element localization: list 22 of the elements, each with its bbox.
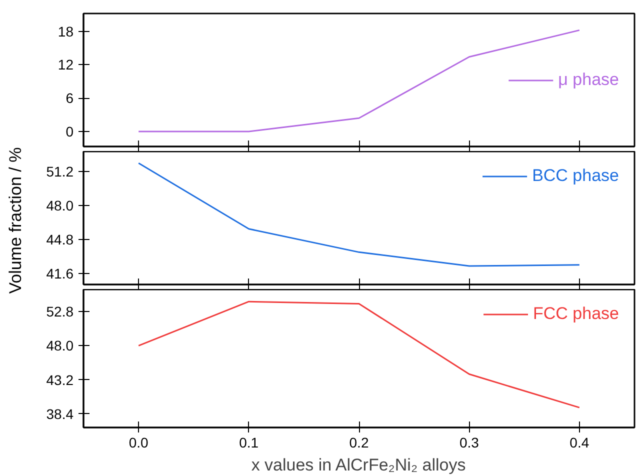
x-tick-label: 0.1 xyxy=(239,434,259,450)
y-tick-label: 48.0 xyxy=(46,198,74,214)
y-tick-label: 0 xyxy=(66,123,74,140)
x-tick-label: 0.3 xyxy=(459,434,480,450)
y-tick-label: 18 xyxy=(58,23,74,40)
y-tick-label: 12 xyxy=(58,56,74,73)
y-tick-label: 52.8 xyxy=(46,304,74,320)
legend-label: μ phase xyxy=(558,70,619,90)
y-tick-label: 48.0 xyxy=(46,338,74,354)
y-tick-label: 43.2 xyxy=(46,372,74,388)
x-tick-label: 0.2 xyxy=(349,434,369,450)
y-axis-title: Volume fraction / % xyxy=(6,147,25,294)
legend-label: BCC phase xyxy=(532,166,619,186)
x-axis-title: x values in AlCrFe₂Ni₂ alloys xyxy=(251,456,466,474)
y-tick-label: 6 xyxy=(66,90,74,106)
y-tick-label: 38.4 xyxy=(46,406,74,422)
y-tick-label: 41.6 xyxy=(46,265,74,282)
x-tick-label: 0.0 xyxy=(128,434,149,450)
y-tick-label: 51.2 xyxy=(46,164,74,180)
x-tick-label: 0.4 xyxy=(570,434,590,450)
legend-label: FCC phase xyxy=(533,304,619,324)
y-tick-label: 44.8 xyxy=(46,231,74,248)
